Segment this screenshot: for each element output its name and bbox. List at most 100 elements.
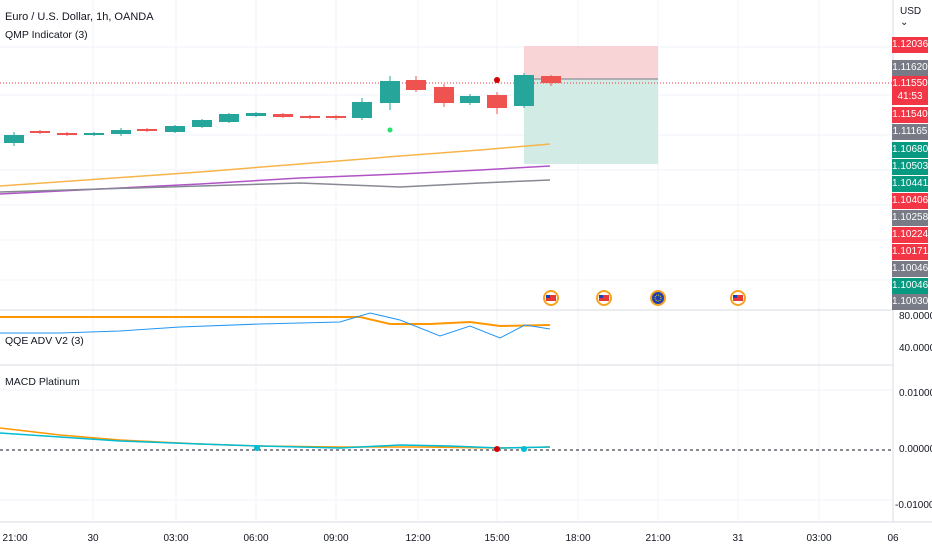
candle-body <box>137 129 157 131</box>
candle <box>541 75 561 86</box>
candle-body <box>326 116 346 118</box>
macd-axis-zero: 0.00000 <box>899 444 932 455</box>
time-label: 06 <box>887 533 899 544</box>
symbol-title: Euro / U.S. Dollar, 1h, OANDA <box>5 11 154 23</box>
candle <box>192 119 212 128</box>
price-tag: 1.10680 <box>892 142 928 158</box>
time-label: 21:00 <box>645 533 671 544</box>
candle-body <box>487 95 507 108</box>
ma-gray-line <box>0 179 551 193</box>
candle-body <box>434 87 454 103</box>
ma-orange-line <box>0 143 551 187</box>
candle <box>4 132 24 146</box>
candle <box>219 113 239 123</box>
qqe-axis-40: 40.00000 <box>899 343 932 354</box>
signal-dot-green <box>387 127 393 133</box>
candle-body <box>4 135 24 143</box>
time-label: 06:00 <box>243 533 269 544</box>
macd-axis-pos: 0.01000 <box>899 388 932 399</box>
price-tag: 1.10406 <box>892 193 928 209</box>
qqe-line <box>0 312 551 339</box>
candle-body <box>300 116 320 118</box>
price-tag: 1.11165 <box>892 124 928 140</box>
us-flag-icon-1 <box>543 290 559 306</box>
macd-axis-neg: -0.01000 <box>895 500 932 511</box>
candle <box>165 125 185 133</box>
price-tag: 1.10258 <box>892 210 928 226</box>
macd-dot-red <box>494 446 500 452</box>
candle-body <box>246 113 266 116</box>
candle-body <box>352 102 372 118</box>
candle-body <box>192 120 212 127</box>
price-tag: 1.11620 <box>892 60 928 76</box>
eu-flag-icon <box>650 290 666 306</box>
price-tag: 1.10441 <box>892 176 928 192</box>
price-tag: 1.12036 <box>892 37 928 53</box>
qqe-signal-line <box>0 316 551 328</box>
price-tag-value: 1.11550 <box>892 78 928 89</box>
candle-body <box>111 130 131 134</box>
stop-loss-zone <box>524 46 658 79</box>
price-tag: 1.10503 <box>892 159 928 175</box>
macd-line <box>0 432 551 449</box>
candle-body <box>541 76 561 83</box>
candle <box>137 128 157 132</box>
currency-selector[interactable]: USD ⌄ <box>900 6 932 28</box>
candle <box>30 130 50 134</box>
candle-body <box>219 114 239 122</box>
qqe-indicator-title[interactable]: QQE ADV V2 (3) <box>5 335 84 347</box>
candle <box>246 112 266 117</box>
candle-body <box>84 133 104 135</box>
time-label: 09:00 <box>323 533 349 544</box>
candle-body <box>406 80 426 90</box>
signal-dot-red <box>494 77 500 83</box>
candle <box>514 73 534 108</box>
main-indicator-title[interactable]: QMP Indicator (3) <box>5 29 88 41</box>
candle-body <box>57 133 77 135</box>
candle-body <box>165 126 185 132</box>
time-label: 30 <box>87 533 99 544</box>
candle-body <box>273 114 293 117</box>
macd-dot-cyan-2 <box>521 446 527 452</box>
candlestick-series <box>4 73 561 146</box>
time-label: 18:00 <box>565 533 591 544</box>
currency-label: USD <box>900 6 922 17</box>
grid <box>0 0 893 522</box>
qqe-axis-80: 80.00000 <box>899 311 932 322</box>
candle-body <box>380 81 400 103</box>
price-tag: 1.11550 41:53 <box>892 76 928 105</box>
time-label: 03:00 <box>163 533 189 544</box>
candle <box>380 76 400 110</box>
us-flag-icon-3 <box>730 290 746 306</box>
price-tag: 1.10046 <box>892 261 928 277</box>
time-label: 03:00 <box>806 533 832 544</box>
candle <box>57 132 77 136</box>
candle <box>487 92 507 114</box>
candle <box>434 84 454 107</box>
candle-body <box>30 131 50 133</box>
chevron-down-icon: ⌄ <box>900 17 909 28</box>
candle <box>273 113 293 118</box>
time-label: 21:00 <box>2 533 28 544</box>
candle <box>326 115 346 120</box>
macd-indicator-title[interactable]: MACD Platinum <box>5 376 80 388</box>
time-label: 31 <box>732 533 744 544</box>
candle <box>406 76 426 92</box>
countdown-label: 41:53 <box>897 91 923 102</box>
price-tag: 1.10030 <box>892 294 928 310</box>
candle <box>352 98 372 120</box>
time-label: 12:00 <box>405 533 431 544</box>
candle-body <box>460 96 480 103</box>
candle <box>111 128 131 136</box>
candle <box>300 115 320 119</box>
macd-dot-cyan-1 <box>254 445 260 451</box>
price-tag: 1.11540 <box>892 107 928 123</box>
price-tag: 1.10224 <box>892 227 928 243</box>
us-flag-icon-2 <box>596 290 612 306</box>
candle <box>84 132 104 136</box>
take-profit-zone <box>524 79 658 164</box>
candle-body <box>514 75 534 106</box>
time-label: 15:00 <box>484 533 510 544</box>
